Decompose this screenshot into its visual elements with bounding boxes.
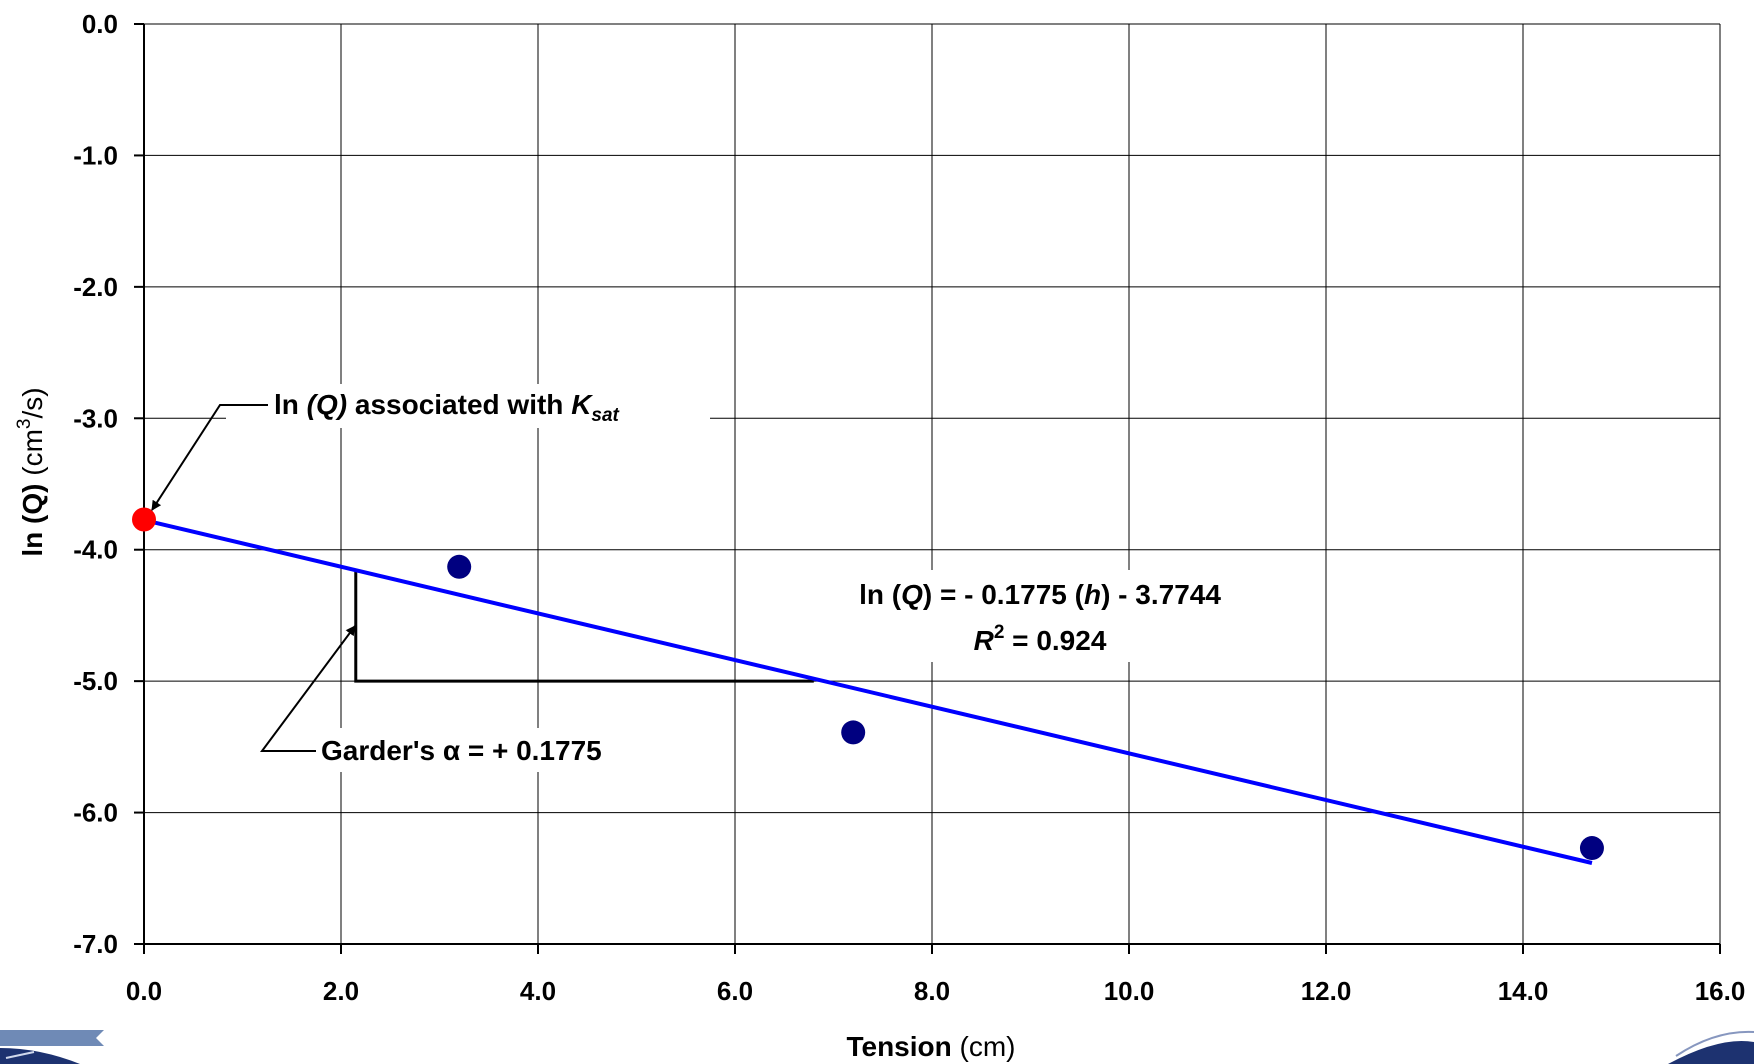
trendline — [143, 518, 1593, 865]
regression-equation: ln (Q) = - 0.1775 (h) - 3.7744 — [859, 579, 1221, 610]
x-tick-label: 14.0 — [1498, 976, 1549, 1006]
x-tick-labels: 0.0 2.0 4.0 6.0 8.0 10.0 12.0 14.0 16.0 — [126, 976, 1745, 1006]
x-axis-title: Tension (cm) — [846, 1031, 1015, 1062]
y-tick-label: -2.0 — [73, 272, 118, 302]
x-tick-label: 8.0 — [914, 976, 950, 1006]
data-points — [132, 507, 1604, 861]
slope-triangle — [354, 570, 814, 683]
x-tick-label: 6.0 — [717, 976, 753, 1006]
y-tick-label: -1.0 — [73, 140, 118, 170]
y-tick-label: -6.0 — [73, 798, 118, 828]
r-squared: R2 = 0.924 — [974, 622, 1107, 656]
x-tick-label: 0.0 — [126, 976, 162, 1006]
garder-annotation: Garder's α = + 0.1775 — [260, 625, 630, 772]
equation-annotation: ln (Q) = - 0.1775 (h) - 3.7744 R2 = 0.92… — [820, 570, 1254, 662]
data-point — [1579, 836, 1604, 861]
y-tick-label: -3.0 — [73, 403, 118, 433]
ksat-annotation: ln (Q) associated with Ksat — [151, 384, 710, 511]
data-point — [447, 554, 472, 579]
y-axis-title: ln (Q) (cm3/s) — [14, 387, 48, 556]
bottom-right-logo — [1668, 1030, 1754, 1064]
x-tick-label: 2.0 — [323, 976, 359, 1006]
x-tick-label: 4.0 — [520, 976, 556, 1006]
ksat-label: ln (Q) associated with Ksat — [274, 389, 620, 426]
x-tick-label: 10.0 — [1104, 976, 1155, 1006]
y-tick-label: 0.0 — [82, 9, 118, 39]
garder-label: Garder's α = + 0.1775 — [321, 735, 602, 766]
y-tick-label: -7.0 — [73, 929, 118, 959]
y-tick-label: -5.0 — [73, 666, 118, 696]
x-tick-label: 12.0 — [1301, 976, 1352, 1006]
ksat-point — [132, 507, 156, 532]
bottom-left-logo — [0, 1030, 104, 1064]
gridlines — [144, 23, 1721, 944]
x-tick-label: 16.0 — [1695, 976, 1746, 1006]
ksat-leader-line — [151, 404, 268, 511]
y-tick-labels: 0.0 -1.0 -2.0 -3.0 -4.0 -5.0 -6.0 -7.0 — [73, 9, 118, 959]
axes — [134, 23, 1721, 954]
garder-leader-line — [260, 625, 356, 752]
y-tick-label: -4.0 — [73, 535, 118, 565]
data-point — [841, 720, 866, 745]
